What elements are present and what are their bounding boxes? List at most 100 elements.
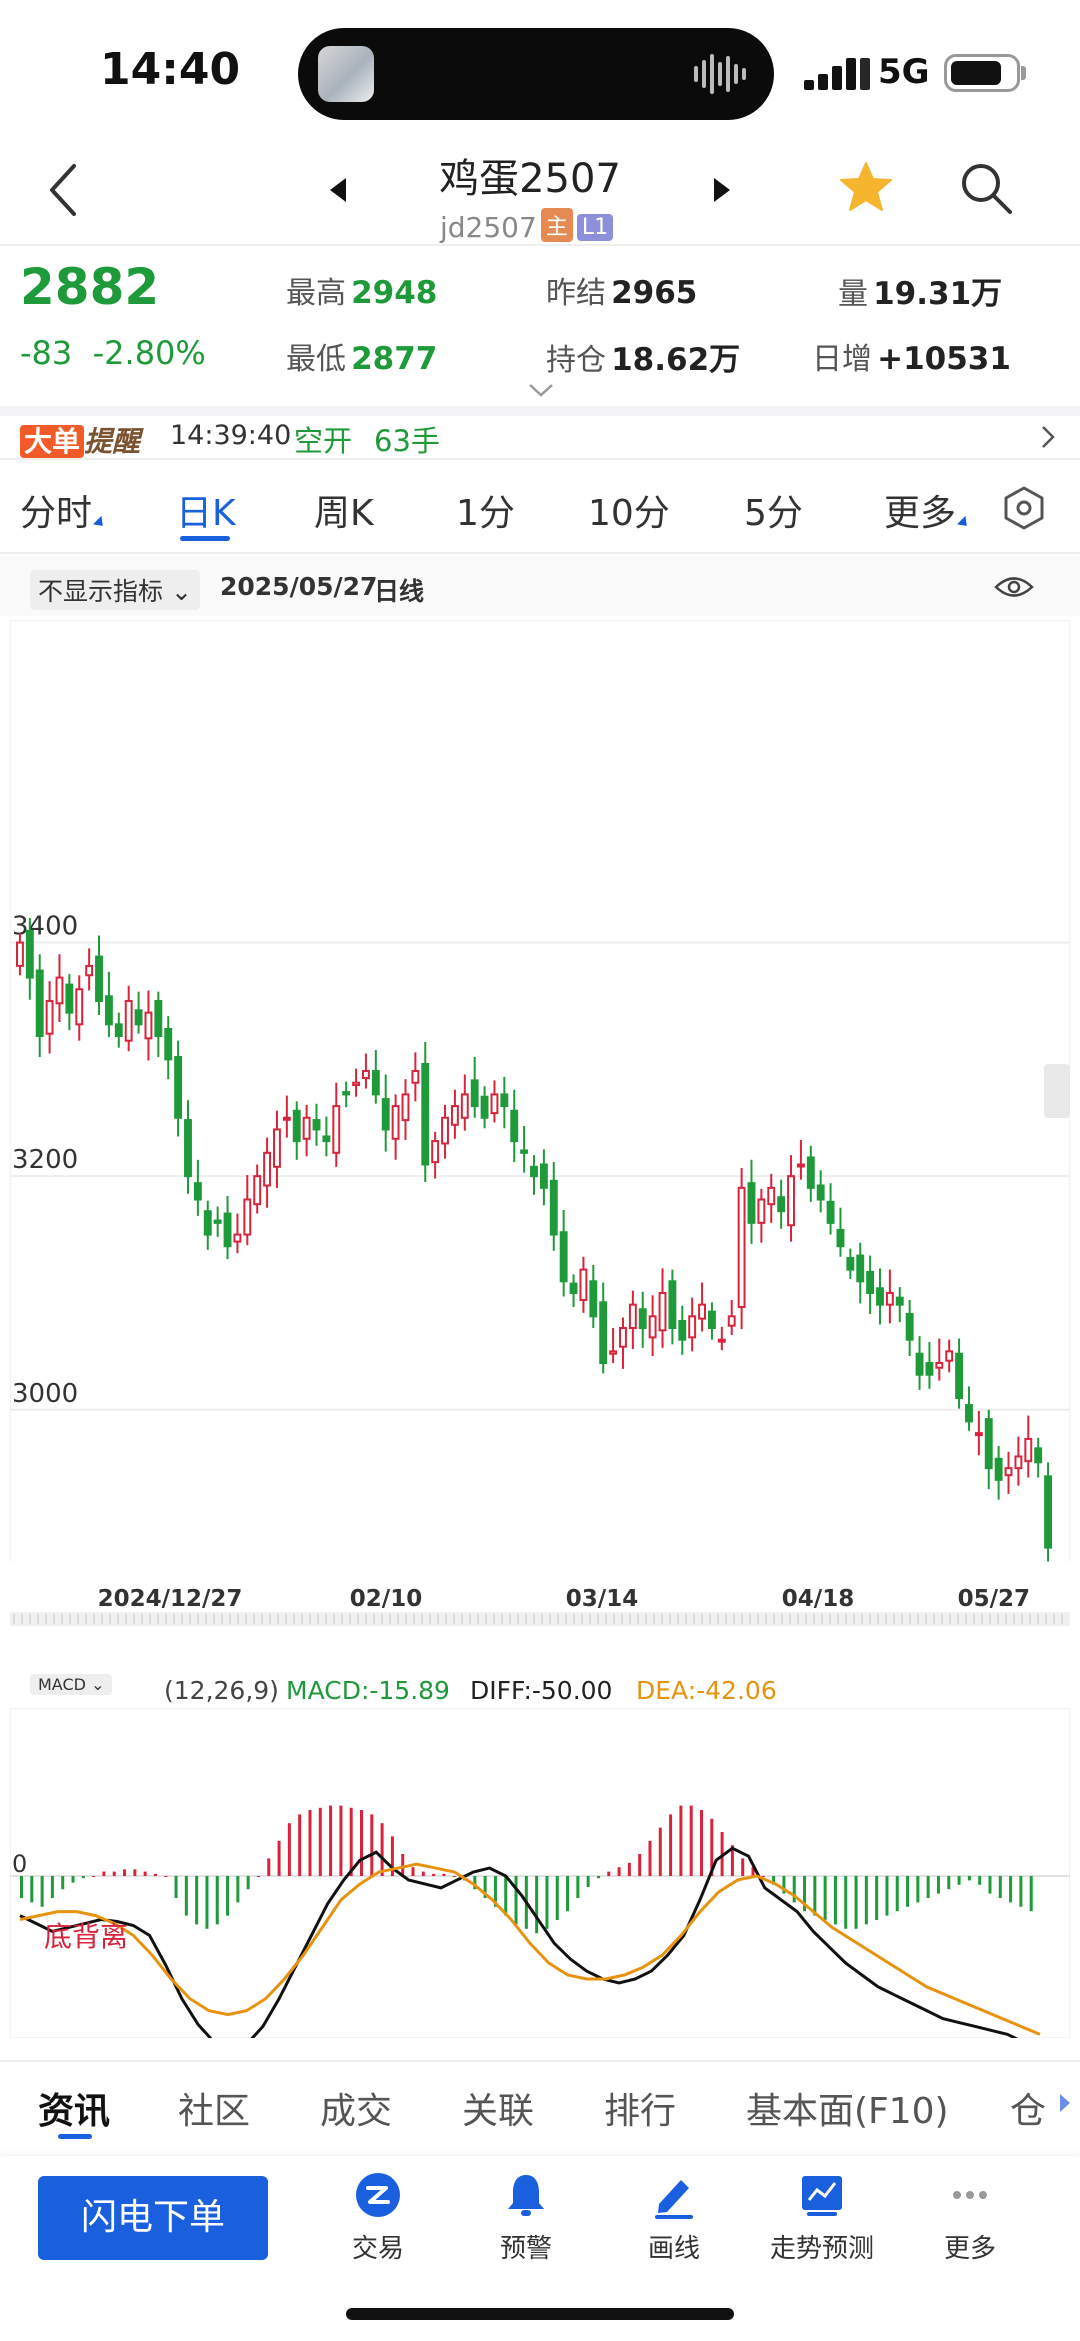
alert-badge-a: 大单 <box>20 425 85 458</box>
tab-trades[interactable]: 成交 <box>320 2091 393 2132</box>
kline-chart[interactable]: 3400 3200 3000 2024/12/27 02/10 03/14 04/18 05/… <box>10 620 1070 1626</box>
macd-histogram-bar <box>669 1814 673 1876</box>
candle-body <box>95 955 103 1002</box>
tab-more[interactable]: 更多 <box>884 484 972 536</box>
tab-news[interactable]: 资讯 <box>38 2091 111 2132</box>
candle-body <box>75 988 84 1026</box>
macd-chart[interactable]: 0 底背离 <box>10 1708 1070 2038</box>
tab-related[interactable]: 关联 <box>462 2091 535 2132</box>
more-action[interactable]: 更多 <box>910 2170 1030 2265</box>
network-type: 5G <box>878 52 930 92</box>
candle-body <box>332 1105 341 1154</box>
book-chart-icon <box>802 2176 842 2216</box>
candle-body <box>885 1291 894 1306</box>
now-playing-thumbnail[interactable] <box>318 46 374 102</box>
macd-histogram-bar <box>442 1873 446 1876</box>
candle-body <box>806 1156 815 1189</box>
flash-order-button[interactable]: 闪电下单 <box>38 2176 268 2260</box>
next-contract-icon[interactable] <box>712 178 732 202</box>
chevron-right-icon[interactable] <box>1040 424 1056 450</box>
battery-level <box>951 61 1001 85</box>
candle-body <box>925 1362 934 1376</box>
trend-forecast-action[interactable]: 走势预测 <box>762 2170 882 2265</box>
dropdown-triangle-icon <box>92 515 108 531</box>
previous-contract-icon[interactable] <box>328 178 348 202</box>
tab-position[interactable]: 仓 <box>1010 2091 1047 2132</box>
back-arrow-icon[interactable] <box>44 160 84 220</box>
candle-body <box>203 1210 212 1236</box>
chart-settings-hexagon-icon[interactable] <box>1000 484 1048 532</box>
alert-action-button[interactable]: 预警 <box>466 2170 586 2265</box>
y-tick-label: 3400 <box>12 912 78 942</box>
candle-body <box>895 1296 904 1306</box>
candle-body <box>984 1418 993 1470</box>
tab-5min[interactable]: 5分 <box>744 493 803 534</box>
trade-action[interactable]: 交易 <box>318 2170 438 2265</box>
candle-body <box>787 1175 795 1227</box>
candle-body <box>223 1212 232 1248</box>
eye-icon[interactable] <box>994 572 1034 602</box>
candle-body <box>460 1093 469 1119</box>
tab-daily-k[interactable]: 日K <box>176 493 236 534</box>
tab-10min[interactable]: 10分 <box>588 493 670 534</box>
candle-body <box>450 1105 459 1126</box>
candle-body <box>549 1179 558 1236</box>
macd-histogram-bar <box>287 1823 291 1876</box>
macd-histogram-bar <box>71 1876 75 1883</box>
more-dots-icon <box>953 2191 987 2199</box>
candle-body <box>213 1219 222 1224</box>
main-contract-tag: 主 <box>540 208 573 242</box>
macd-histogram-bar <box>143 1871 147 1876</box>
macd-histogram-bar <box>452 1876 456 1877</box>
level-tag: L1 <box>576 214 614 241</box>
candle-body <box>994 1457 1003 1481</box>
tab-ranking[interactable]: 排行 <box>604 2091 677 2132</box>
search-icon[interactable] <box>958 160 1014 216</box>
macd-histogram-bar <box>679 1805 683 1876</box>
draw-line-action[interactable]: 画线 <box>614 2170 734 2265</box>
macd-histogram-bar <box>854 1876 858 1929</box>
candle-body <box>559 1231 568 1283</box>
tab-1min[interactable]: 1分 <box>456 493 515 534</box>
indicator-select[interactable]: 不显示指标 ⌄ <box>30 570 200 610</box>
macd-histogram-bar <box>864 1876 868 1925</box>
candle-body <box>520 1149 529 1154</box>
candle-body <box>164 1027 173 1061</box>
diff-value: DIFF:-50.00 <box>470 1676 613 1705</box>
macd-histogram-bar <box>803 1876 807 1912</box>
candle-body <box>114 1023 123 1038</box>
expand-chevron-icon[interactable] <box>528 382 554 398</box>
tab-community[interactable]: 社区 <box>178 2091 251 2132</box>
macd-histogram-bar <box>761 1876 765 1877</box>
macd-histogram-bar <box>421 1871 425 1876</box>
macd-histogram-bar <box>792 1876 796 1903</box>
candle-body <box>381 1098 390 1131</box>
candle-body <box>678 1319 687 1341</box>
tab-fundamentals[interactable]: 基本面(F10) <box>746 2091 949 2132</box>
pen-icon <box>655 2180 693 2219</box>
candle-body <box>579 1268 588 1301</box>
macd-histogram-bar <box>833 1876 837 1925</box>
x-tick-label: 02/10 <box>350 1586 422 1612</box>
candle-body <box>816 1184 825 1201</box>
tab-intraday[interactable]: 分时 <box>20 484 108 536</box>
candle-body <box>1024 1437 1033 1463</box>
candle-body <box>362 1070 370 1080</box>
macd-histogram-bar <box>236 1876 240 1903</box>
macd-histogram-bar <box>895 1876 899 1912</box>
high-label: 最高 <box>286 276 346 311</box>
macd-histogram-bar <box>741 1858 745 1876</box>
macd-select[interactable]: MACD ⌄ <box>30 1674 113 1695</box>
chart-period: 日线 <box>374 577 425 606</box>
candle-body <box>974 1432 983 1437</box>
candle-body <box>856 1254 865 1283</box>
favorite-star-icon[interactable] <box>838 160 894 216</box>
candle-body <box>233 1233 242 1243</box>
macd-histogram-bar <box>596 1876 600 1879</box>
trend-forecast-label: 走势预测 <box>769 2234 874 2264</box>
candle-body <box>342 1091 351 1096</box>
tab-weekly-k[interactable]: 周K <box>314 493 374 534</box>
scroll-right-icon[interactable] <box>1058 2092 1072 2114</box>
macd-histogram-bar <box>339 1805 343 1876</box>
x-tick-label: 05/27 <box>958 1586 1030 1612</box>
